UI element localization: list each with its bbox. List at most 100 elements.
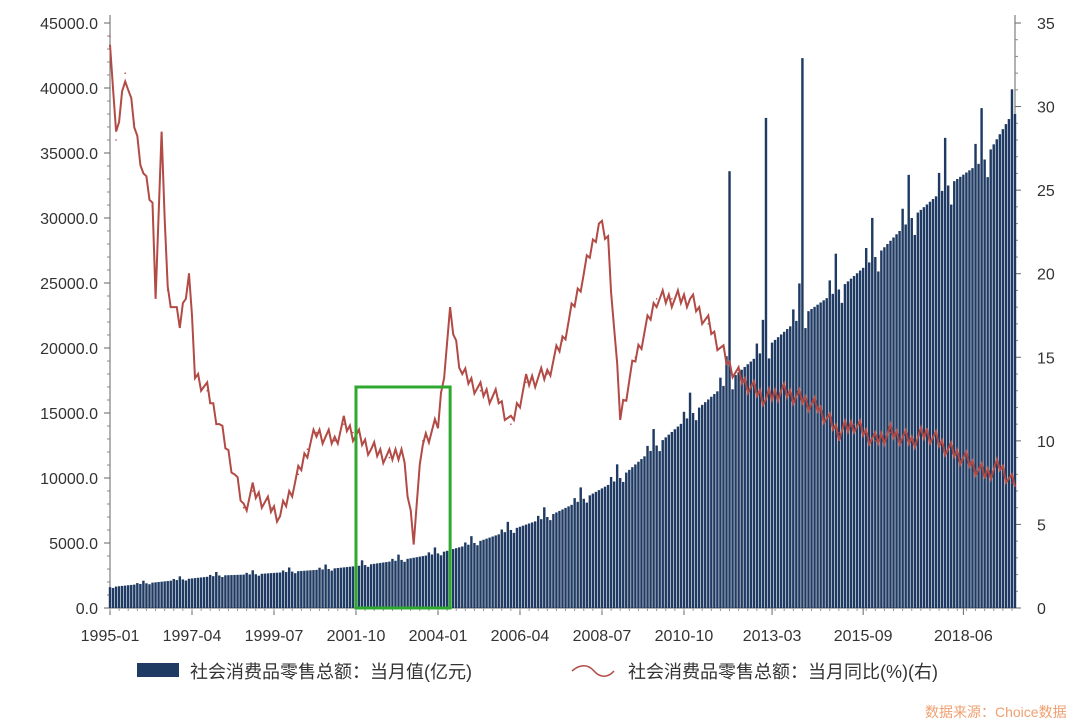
data-bar: [925, 204, 929, 609]
data-bar: [175, 580, 179, 608]
y-left-tick-label: 30000.0: [40, 211, 98, 228]
data-bar: [822, 300, 825, 608]
data-point-yoy: [251, 490, 254, 492]
data-bar: [907, 174, 910, 608]
data-bar: [743, 366, 746, 608]
data-bar: [464, 542, 467, 608]
data-point-yoy: [525, 381, 527, 384]
data-bar: [643, 456, 646, 608]
data-bar: [995, 139, 998, 608]
data-bar: [667, 434, 671, 608]
data-bar: [230, 575, 233, 608]
data-bar: [388, 561, 391, 608]
data-point-yoy: [801, 398, 804, 400]
data-bar: [770, 342, 774, 608]
y-left-tick-label: 45000.0: [40, 16, 98, 33]
data-bar: [376, 563, 379, 608]
data-point-yoy: [179, 323, 181, 325]
x-tick-label: 2001-10: [327, 628, 386, 645]
data-bar: [120, 585, 124, 608]
data-bar: [868, 262, 871, 608]
data-bar: [391, 558, 394, 608]
data-bar: [181, 579, 185, 608]
data-bar: [318, 567, 321, 608]
data-bar: [315, 569, 318, 608]
data-bar: [764, 117, 768, 609]
data-bar: [461, 546, 464, 608]
data-bar: [209, 574, 212, 608]
data-bar: [427, 552, 431, 608]
data-bar: [600, 488, 604, 608]
data-point-yoy: [449, 314, 451, 317]
data-bar: [187, 578, 191, 608]
data-bar: [940, 190, 944, 608]
data-bar: [628, 469, 631, 608]
data-bar: [190, 578, 194, 608]
data-bar: [946, 185, 950, 608]
data-bar: [655, 445, 658, 608]
data-bar: [834, 253, 838, 608]
data-bar: [154, 582, 157, 608]
data-bar: [172, 578, 175, 608]
data-bar: [160, 581, 163, 608]
data-point-yoy: [242, 506, 245, 509]
data-bar: [233, 574, 236, 608]
data-point-yoy: [582, 272, 585, 275]
highlight-layer: [354, 385, 452, 610]
data-bar: [549, 520, 552, 608]
data-bar: [986, 177, 989, 608]
data-bar: [403, 561, 406, 608]
data-bar: [123, 585, 127, 608]
data-bar: [242, 574, 245, 608]
legend: 社会消费品零售总额：当月值(亿元) 社会消费品零售总额：当月同比(%)(右): [137, 662, 938, 682]
data-bar: [142, 580, 145, 608]
data-point-yoy: [166, 289, 169, 292]
data-bar: [594, 491, 598, 608]
data-bar: [904, 224, 907, 608]
data-bar: [713, 394, 716, 608]
data-bar: [1007, 119, 1011, 609]
data-bar: [612, 481, 616, 608]
y-left-tick-label: 25000.0: [40, 276, 98, 293]
data-bar: [877, 271, 880, 608]
data-bar: [348, 566, 352, 608]
data-bar: [394, 560, 397, 608]
data-bar: [205, 576, 209, 608]
y-left-tick-label: 40000.0: [40, 81, 98, 98]
data-bar: [937, 172, 941, 608]
data-bar: [263, 573, 267, 608]
data-bar: [998, 134, 1002, 608]
legend-swatch-bar: [137, 663, 179, 677]
data-bar: [968, 170, 971, 609]
data-bar: [360, 560, 364, 608]
legend-swatch-line: [571, 665, 615, 677]
data-bar: [767, 358, 771, 608]
data-bar: [558, 510, 561, 608]
data-bar: [658, 451, 661, 608]
data-bar: [409, 558, 412, 608]
y-right-tick-label: 15: [1037, 350, 1055, 367]
data-bar: [597, 490, 601, 608]
data-bar: [716, 391, 719, 608]
data-bar: [482, 539, 485, 608]
data-bar: [509, 530, 513, 608]
data-point-yoy: [388, 456, 391, 459]
data-bar: [861, 267, 865, 608]
data-bar: [157, 582, 160, 608]
data-bar: [892, 237, 895, 608]
data-bar: [536, 515, 540, 608]
data-bar: [163, 581, 166, 608]
data-point-yoy: [765, 398, 767, 400]
data-bar: [117, 586, 121, 608]
data-bar: [731, 389, 734, 608]
data-bar: [901, 208, 904, 609]
data-bar: [339, 567, 343, 608]
data-bar: [400, 559, 403, 608]
data-bar: [679, 423, 683, 608]
data-point-yoy: [412, 535, 415, 537]
data-bar: [950, 204, 953, 609]
data-bar: [953, 181, 956, 608]
y-left-tick-label: 0.0: [76, 601, 98, 618]
data-point-yoy: [133, 122, 136, 125]
data-bar: [503, 532, 507, 608]
